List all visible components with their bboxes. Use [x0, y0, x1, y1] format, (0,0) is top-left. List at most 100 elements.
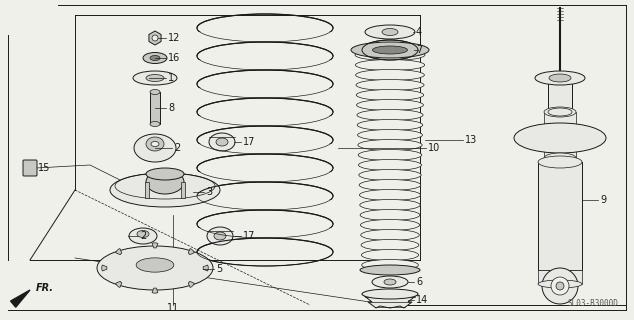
Wedge shape: [115, 249, 122, 255]
Wedge shape: [188, 249, 195, 255]
Text: 7: 7: [416, 45, 422, 55]
Ellipse shape: [359, 189, 420, 201]
Circle shape: [556, 282, 564, 290]
Ellipse shape: [361, 260, 418, 270]
Ellipse shape: [137, 230, 149, 237]
Bar: [197, 60, 333, 74]
Bar: [197, 144, 333, 158]
Wedge shape: [152, 288, 158, 293]
Text: FR.: FR.: [36, 283, 54, 293]
Ellipse shape: [358, 140, 422, 150]
Ellipse shape: [134, 134, 176, 162]
Ellipse shape: [146, 137, 164, 151]
Text: 5: 5: [216, 264, 223, 274]
Bar: [538, 270, 582, 284]
Text: 4: 4: [416, 27, 422, 37]
Ellipse shape: [110, 173, 220, 207]
Polygon shape: [11, 290, 30, 307]
Ellipse shape: [361, 239, 419, 251]
Ellipse shape: [359, 199, 420, 211]
Text: 15: 15: [38, 163, 50, 173]
Ellipse shape: [146, 168, 184, 180]
Text: 1: 1: [168, 73, 174, 83]
Ellipse shape: [358, 159, 422, 171]
Circle shape: [542, 268, 578, 304]
Ellipse shape: [538, 156, 582, 168]
Circle shape: [152, 35, 158, 41]
Wedge shape: [115, 281, 122, 287]
Ellipse shape: [151, 141, 159, 147]
Circle shape: [551, 277, 569, 295]
Ellipse shape: [356, 90, 424, 100]
Bar: [548, 82, 572, 112]
Ellipse shape: [136, 258, 174, 272]
Ellipse shape: [362, 289, 418, 299]
Ellipse shape: [384, 279, 396, 285]
Bar: [145, 182, 149, 198]
Ellipse shape: [146, 75, 164, 82]
Ellipse shape: [361, 250, 418, 260]
Ellipse shape: [360, 220, 420, 230]
Text: 14: 14: [416, 295, 428, 305]
Bar: [197, 32, 333, 46]
Bar: [197, 88, 333, 102]
Bar: [197, 228, 333, 242]
Text: SL03-B3000D: SL03-B3000D: [567, 299, 618, 308]
Wedge shape: [152, 243, 158, 248]
Text: 17: 17: [243, 231, 256, 241]
Ellipse shape: [359, 180, 421, 190]
Ellipse shape: [356, 69, 424, 81]
Ellipse shape: [514, 123, 606, 153]
Ellipse shape: [549, 74, 571, 82]
Text: 13: 13: [465, 135, 477, 145]
Bar: [150, 92, 160, 124]
Ellipse shape: [373, 46, 408, 54]
Wedge shape: [188, 281, 195, 287]
Ellipse shape: [359, 170, 421, 180]
Ellipse shape: [380, 45, 400, 54]
Text: 6: 6: [416, 277, 422, 287]
Text: 17: 17: [243, 137, 256, 147]
Text: 9: 9: [600, 195, 606, 205]
Ellipse shape: [535, 71, 585, 85]
Text: 8: 8: [168, 103, 174, 113]
Ellipse shape: [358, 130, 422, 140]
Ellipse shape: [360, 265, 420, 275]
Ellipse shape: [357, 109, 423, 121]
Text: 10: 10: [428, 143, 440, 153]
Bar: [181, 182, 185, 198]
Ellipse shape: [129, 228, 157, 244]
Ellipse shape: [150, 90, 160, 94]
Ellipse shape: [143, 52, 167, 63]
Ellipse shape: [356, 79, 424, 91]
Wedge shape: [102, 265, 107, 271]
Text: 12: 12: [168, 33, 181, 43]
Bar: [197, 200, 333, 214]
Ellipse shape: [97, 246, 213, 290]
Text: 3: 3: [206, 187, 212, 197]
Polygon shape: [362, 294, 418, 308]
Ellipse shape: [133, 71, 177, 85]
Wedge shape: [203, 265, 208, 271]
Ellipse shape: [362, 40, 418, 60]
Ellipse shape: [365, 25, 415, 39]
Ellipse shape: [355, 50, 425, 60]
Ellipse shape: [382, 28, 398, 36]
Bar: [544, 112, 576, 138]
Bar: [538, 162, 582, 270]
Text: 2: 2: [174, 143, 180, 153]
Ellipse shape: [150, 122, 160, 126]
Ellipse shape: [214, 232, 226, 240]
Ellipse shape: [209, 133, 235, 151]
Bar: [544, 138, 576, 158]
Ellipse shape: [356, 100, 424, 110]
Ellipse shape: [548, 108, 572, 116]
Ellipse shape: [150, 55, 160, 60]
Ellipse shape: [207, 227, 233, 245]
Ellipse shape: [360, 210, 420, 220]
Ellipse shape: [146, 170, 184, 194]
Ellipse shape: [351, 42, 429, 58]
Ellipse shape: [355, 60, 425, 70]
Ellipse shape: [358, 149, 422, 161]
FancyBboxPatch shape: [23, 160, 37, 176]
